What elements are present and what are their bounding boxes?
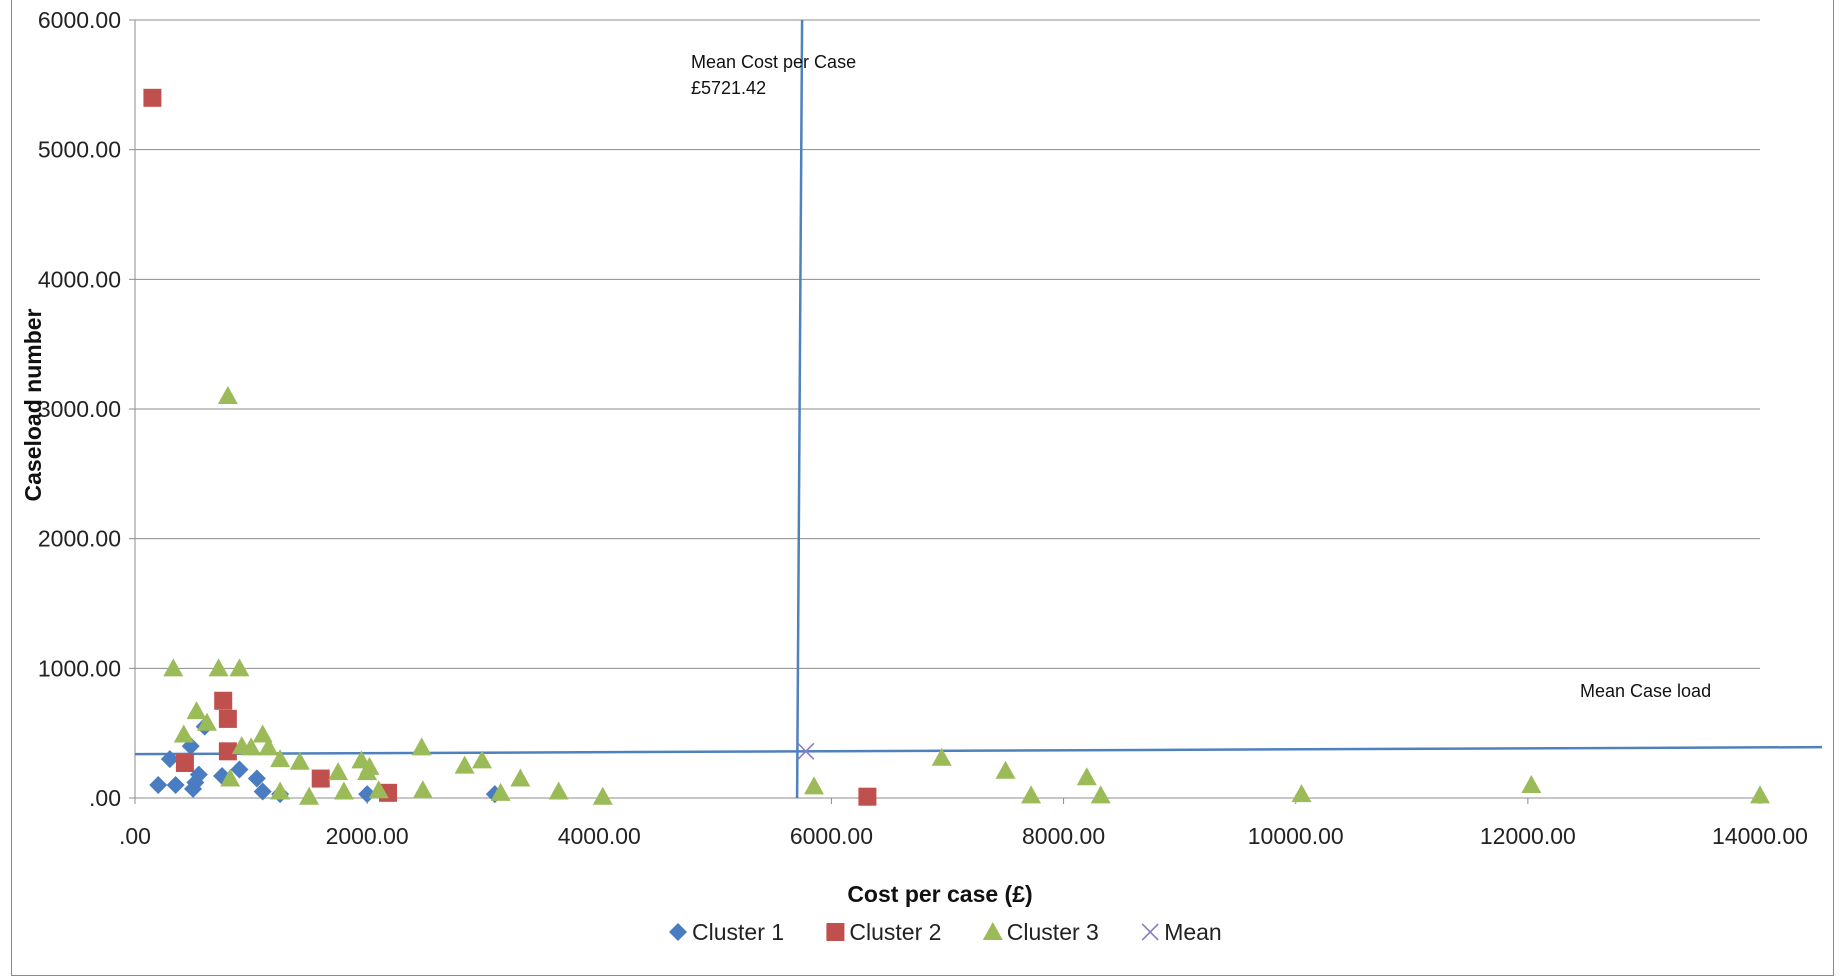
series-cluster-3 xyxy=(163,386,1770,805)
y-tick-label: 3000.00 xyxy=(38,396,121,422)
data-point xyxy=(510,768,531,787)
x-tick-label: 10000.00 xyxy=(1248,823,1344,849)
x-tick-label: 2000.00 xyxy=(326,823,409,849)
series-cluster-2 xyxy=(143,88,877,806)
data-point xyxy=(258,737,279,756)
data-point xyxy=(328,762,349,781)
data-point xyxy=(186,701,207,720)
data-point xyxy=(1521,775,1542,794)
legend-marker xyxy=(826,923,845,941)
x-axis-title: Cost per case (£) xyxy=(847,881,1032,907)
y-axis-ticks: .00 1000.00 2000.00 3000.00 4000.00 5000.00 60… xyxy=(38,7,121,811)
data-point xyxy=(1090,785,1111,804)
mean-cost-annotation-line2: £5721.42 xyxy=(691,78,766,98)
x-tick-label: 14000.00 xyxy=(1712,823,1808,849)
data-point xyxy=(214,691,233,710)
data-point xyxy=(1076,767,1097,786)
data-point xyxy=(358,785,377,804)
legend-label: Cluster 3 xyxy=(1007,919,1099,945)
y-tick-label: 5000.00 xyxy=(38,137,121,163)
data-point xyxy=(252,724,273,743)
data-point xyxy=(160,750,179,769)
y-tick-label: 4000.00 xyxy=(38,266,121,292)
legend: Cluster 1 Cluster 2 Cluster 3 Mean xyxy=(669,919,1222,945)
x-axis-ticks: .00 2000.00 4000.00 6000.00 8000.00 10000.00 1… xyxy=(119,823,1808,849)
data-point xyxy=(175,753,194,772)
y-tick-label: 2000.00 xyxy=(38,526,121,552)
data-point xyxy=(299,786,320,805)
data-point xyxy=(368,780,389,799)
data-point xyxy=(270,749,291,768)
mean-cost-line xyxy=(795,19,804,799)
legend-label: Mean xyxy=(1164,919,1222,945)
data-point xyxy=(220,768,241,787)
legend-marker xyxy=(1141,923,1159,941)
x-tick-label: 4000.00 xyxy=(558,823,641,849)
data-point xyxy=(166,776,185,795)
data-point xyxy=(548,781,569,800)
data-point xyxy=(173,724,194,743)
data-point xyxy=(196,712,217,731)
data-point xyxy=(218,742,237,761)
x-tick-label: 8000.00 xyxy=(1022,823,1105,849)
data-point xyxy=(931,747,952,766)
data-point xyxy=(454,755,475,774)
x-tick-label: 6000.00 xyxy=(790,823,873,849)
data-point xyxy=(270,781,291,800)
y-axis-title: Caseload number xyxy=(20,308,46,501)
data-point xyxy=(163,658,184,677)
legend-marker xyxy=(982,922,1003,940)
data-point xyxy=(592,786,613,805)
data-points xyxy=(143,88,1770,806)
annotations: Mean Cost per Case £5721.42 Mean Case lo… xyxy=(691,52,1711,701)
x-tick-label: 12000.00 xyxy=(1480,823,1576,849)
data-point-stroke xyxy=(797,742,815,760)
data-point xyxy=(229,658,250,677)
data-point xyxy=(253,782,272,801)
y-tick-label: 1000.00 xyxy=(38,655,121,681)
data-point xyxy=(208,658,229,677)
data-point xyxy=(359,756,380,775)
data-point xyxy=(1750,785,1770,804)
data-point xyxy=(218,709,237,728)
series-mean xyxy=(797,742,815,760)
data-point xyxy=(797,742,815,760)
data-point xyxy=(995,760,1016,779)
data-point xyxy=(1021,785,1042,804)
gridlines xyxy=(129,19,1761,804)
chart-frame xyxy=(11,0,1834,976)
data-point xyxy=(412,780,433,799)
data-point xyxy=(247,769,266,788)
legend-label: Cluster 2 xyxy=(849,919,941,945)
legend-label: Cluster 1 xyxy=(692,919,784,945)
data-point xyxy=(311,769,330,788)
mean-cost-annotation-line1: Mean Cost per Case xyxy=(691,52,856,72)
data-point xyxy=(472,750,493,769)
legend-marker-stroke xyxy=(1141,923,1159,941)
legend-marker xyxy=(669,923,687,941)
data-point xyxy=(289,751,310,770)
data-point xyxy=(217,386,238,405)
data-point xyxy=(1291,784,1312,803)
data-point xyxy=(804,776,825,795)
data-point xyxy=(230,760,249,779)
y-tick-label: 6000.00 xyxy=(38,7,121,33)
data-point xyxy=(490,782,511,801)
x-tick-label: .00 xyxy=(119,823,151,849)
mean-caseload-annotation: Mean Case load xyxy=(1580,681,1711,701)
data-point xyxy=(241,737,262,756)
data-point xyxy=(189,765,208,784)
data-point xyxy=(411,737,432,756)
data-point xyxy=(143,88,162,107)
data-point xyxy=(149,776,168,795)
y-tick-label: .00 xyxy=(89,785,121,811)
mean-caseload-line xyxy=(134,745,1823,756)
data-point xyxy=(333,781,354,800)
data-point xyxy=(858,787,877,806)
